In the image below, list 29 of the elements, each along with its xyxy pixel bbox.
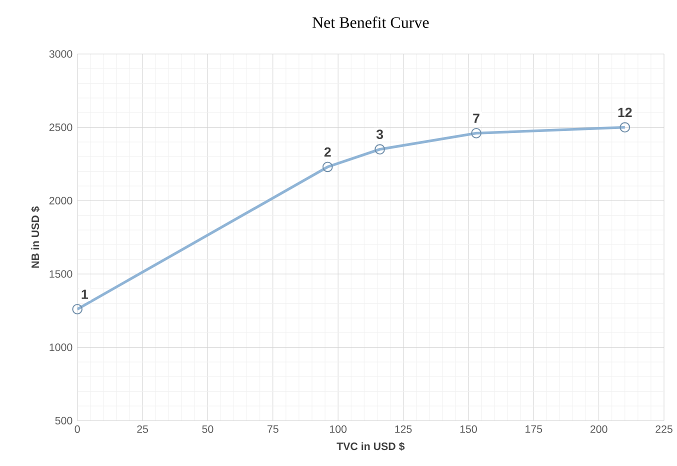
x-tick-label: 25 bbox=[137, 425, 148, 433]
annotation: 2 bbox=[324, 147, 331, 157]
annotation: 3 bbox=[376, 130, 384, 140]
point bbox=[374, 144, 385, 155]
x-tick-label: 125 bbox=[395, 425, 412, 433]
x-tick-label: 50 bbox=[202, 425, 214, 433]
annotation: 1 bbox=[82, 290, 88, 299]
point bbox=[72, 304, 83, 314]
y-tick-label: 500 bbox=[55, 416, 72, 424]
x-tick-label: 225 bbox=[656, 425, 672, 433]
y-tick-label: 2000 bbox=[49, 196, 72, 204]
x-tick-label: 150 bbox=[460, 425, 477, 433]
x-tick-label: 100 bbox=[330, 425, 347, 433]
x-tick-label: 75 bbox=[268, 425, 278, 433]
point bbox=[620, 122, 630, 133]
annotation: 7 bbox=[473, 114, 480, 123]
y-tick-label: 2500 bbox=[49, 124, 72, 132]
x-tick-label: 200 bbox=[590, 425, 608, 433]
point bbox=[471, 128, 482, 138]
chart-title: Net Benefit Curve bbox=[312, 16, 429, 28]
y-tick-label: 3000 bbox=[49, 50, 72, 58]
annotation: 12 bbox=[618, 108, 632, 118]
point bbox=[322, 162, 333, 172]
y-axis-title: NB in USD $ bbox=[31, 206, 40, 268]
x-tick-label: 175 bbox=[526, 425, 542, 433]
y-tick-label: 1500 bbox=[50, 270, 72, 278]
x-axis-title: TVC in USD $ bbox=[336, 442, 405, 451]
y-tick-label: 1000 bbox=[50, 344, 72, 352]
x-tick-label: 0 bbox=[74, 425, 80, 433]
